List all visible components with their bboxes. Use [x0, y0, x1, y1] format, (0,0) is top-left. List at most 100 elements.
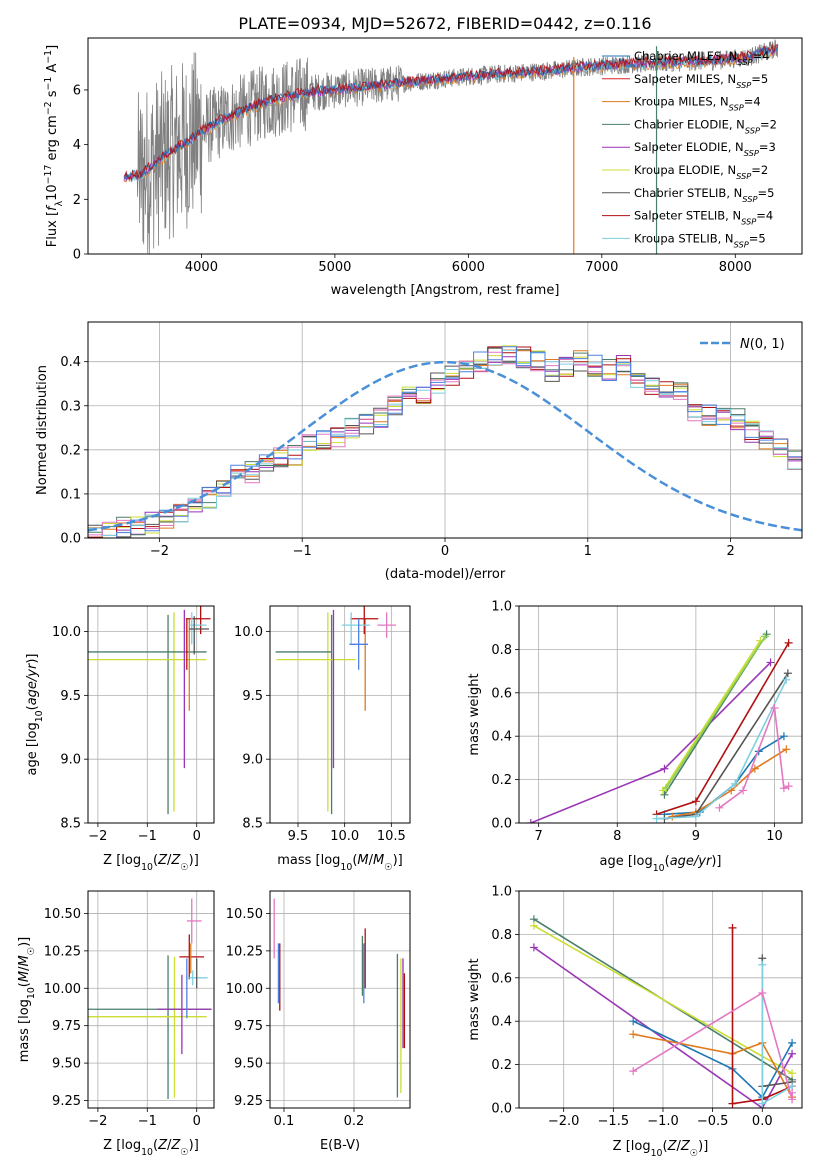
weight-marker	[691, 812, 700, 821]
weight-line	[662, 640, 761, 791]
histogram-step	[88, 345, 802, 538]
y-tick-label: 9.25	[52, 1094, 81, 1109]
y-tick-label: 0.2	[60, 443, 81, 458]
y-tick-label: 4	[73, 138, 81, 153]
x-tick-label: 4000	[185, 260, 218, 275]
legend-label: Chabrier MILES, NSSP=4	[634, 49, 769, 67]
x-tick-label: 10.5	[377, 829, 406, 844]
grid	[519, 890, 802, 1109]
x-tick-label: 10	[766, 829, 783, 844]
y-axis-label: Normed distribution	[35, 365, 50, 495]
weight-marker	[788, 1049, 797, 1058]
legend: Chabrier MILES, NSSP=4 Salpeter MILES, NS…	[602, 49, 777, 249]
weight-marker	[779, 784, 788, 793]
axes-frame	[87, 605, 215, 824]
weight-marker	[758, 988, 767, 997]
y-tick-label: 0.2	[491, 1058, 512, 1073]
weight-marker	[784, 638, 793, 647]
weight-marker	[691, 797, 700, 806]
x-tick-label: 0.1	[274, 1114, 295, 1129]
histogram-step	[88, 351, 802, 536]
age-vs-mass-plot: 9.5 10.0 10.5 8.5 9.0 9.5 10.0 mass [log10(M/M☉…	[234, 605, 411, 873]
x-tick-label: 7000	[585, 260, 618, 275]
weight-marker	[779, 732, 788, 741]
plot-area	[88, 898, 212, 1100]
weight-marker	[761, 632, 770, 641]
grid	[270, 891, 410, 1108]
y-tick-label: 1.0	[491, 600, 512, 615]
legend-label: Kroupa ELODIE, NSSP=2	[634, 163, 768, 181]
x-tick-label: 9	[692, 829, 700, 844]
plot-area	[88, 345, 802, 538]
weight-marker	[629, 1030, 638, 1039]
weight-marker	[784, 782, 793, 791]
weight-marker	[782, 675, 791, 684]
x-tick-label: 2	[726, 544, 734, 559]
y-tick-label: 6	[73, 83, 81, 98]
weight-marker	[629, 1017, 638, 1026]
weight-marker	[766, 658, 775, 667]
y-tick-label: 9.50	[234, 1057, 263, 1072]
weight-marker	[731, 779, 740, 788]
figure-title: PLATE=0934, MJD=52672, FIBERID=0442, z=0…	[238, 14, 651, 33]
weight-marker	[750, 764, 759, 773]
y-tick-label: 9.5	[242, 689, 263, 704]
legend-label: Salpeter STELIB, NSSP=4	[634, 209, 773, 227]
y-tick-label: 0.0	[491, 1102, 512, 1117]
age-vs-metallicity-plot: −2 −1 0 8.5 9.0 9.5 10.0 Z [log10(Z/Z☉)] age [lo…	[25, 605, 215, 873]
plot-area	[275, 606, 396, 815]
weight-line	[665, 635, 766, 789]
weight-marker	[788, 1038, 797, 1047]
y-tick-label: 10.00	[226, 982, 263, 997]
normal-curve	[88, 360, 802, 532]
y-tick-label: 0.2	[491, 773, 512, 788]
weight-marker	[526, 819, 535, 823]
y-axis-label: mass weight	[467, 958, 482, 1040]
y-tick-label: 0.8	[491, 643, 512, 658]
y-tick-label: 0	[73, 248, 81, 263]
x-axis-label: (data-model)/error	[385, 567, 506, 582]
weight-line	[664, 735, 785, 816]
y-tick-label: 9.0	[242, 753, 263, 768]
legend-label: N(0, 1)	[740, 337, 785, 352]
axes-frame	[269, 605, 411, 824]
weight-marker	[660, 790, 669, 799]
legend-label: Chabrier ELODIE, NSSP=2	[634, 117, 777, 135]
x-tick-label: 1	[584, 544, 592, 559]
axes-frame	[518, 890, 803, 1109]
x-tick-label: 0	[193, 1114, 201, 1129]
mass-vs-metallicity-plot: −2 −1 0 9.25 9.50 9.75 10.00 10.25 10.50 Z [log10…	[17, 890, 215, 1158]
x-axis-label: Z [log10(Z/Z☉)]	[103, 853, 199, 873]
grid	[88, 891, 214, 1108]
x-axis-label: mass [log10(M/M☉)]	[277, 853, 403, 873]
y-tick-label: 10.0	[234, 625, 263, 640]
y-tick-label: 10.25	[226, 944, 263, 959]
x-axis-label: wavelength [Angstrom, rest frame]	[331, 283, 560, 298]
legend-label: Chabrier STELIB, NSSP=5	[634, 186, 774, 204]
y-tick-label: 9.5	[60, 689, 81, 704]
x-tick-label: −2	[150, 544, 169, 559]
y-tick-label: 10.00	[44, 982, 81, 997]
observed-spectrum-line	[123, 38, 779, 254]
y-tick-label: 10.50	[226, 907, 263, 922]
y-tick-label: 0.4	[491, 730, 512, 745]
weight-marker	[758, 1099, 767, 1108]
x-tick-label: −1.5	[598, 1114, 630, 1129]
x-axis-label: Z [log10(Z/Z☉)]	[613, 1139, 709, 1159]
y-tick-label: 9.50	[52, 1057, 81, 1072]
x-tick-label: 0	[441, 544, 449, 559]
grid	[88, 322, 802, 539]
weight-line	[533, 925, 793, 1074]
y-axis-label: mass weight	[467, 673, 482, 755]
legend-label: Kroupa MILES, NSSP=4	[634, 95, 761, 113]
histogram-step	[88, 347, 802, 536]
plot-area	[123, 38, 779, 254]
grid	[270, 606, 410, 824]
y-tick-label: 0.4	[491, 1015, 512, 1030]
y-tick-label: 0.4	[60, 355, 81, 370]
weight-marker	[783, 669, 792, 678]
y-axis-label: Flux [fλ10−17 erg cm−2 s−1 A−1]	[43, 45, 65, 247]
weight-line	[672, 748, 787, 818]
x-tick-label: −1.0	[647, 1114, 679, 1129]
x-tick-label: −0.5	[697, 1114, 729, 1129]
